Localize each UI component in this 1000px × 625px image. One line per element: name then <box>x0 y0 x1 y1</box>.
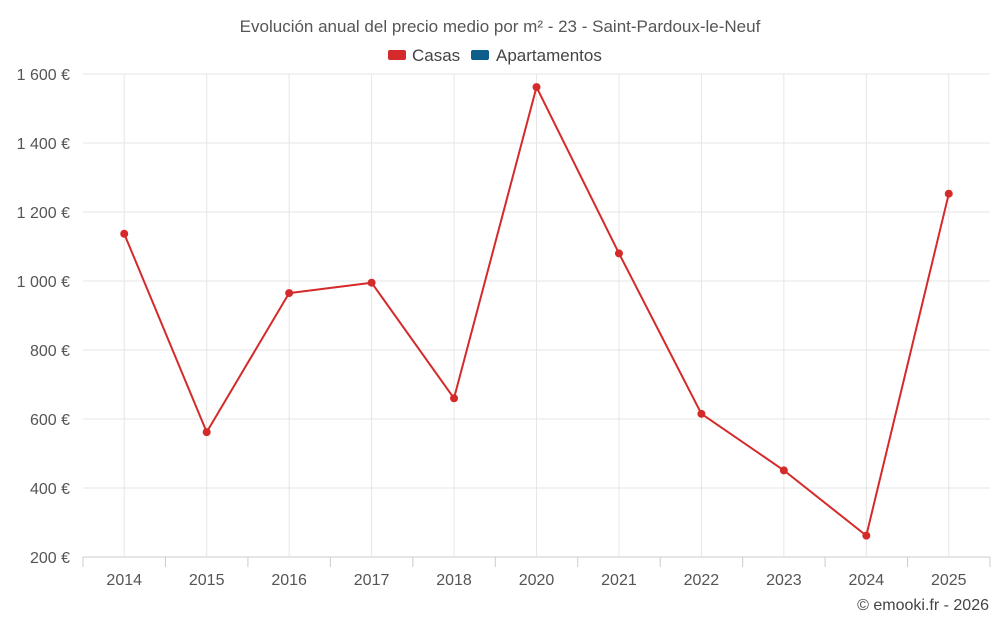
legend-label-casas: Casas <box>412 46 460 65</box>
legend: Casas Apartamentos <box>388 46 602 65</box>
data-point-casas-2016[interactable] <box>285 289 294 298</box>
x-tick-label: 2015 <box>189 572 225 589</box>
credit-text: © emooki.fr - 2026 <box>857 597 989 614</box>
x-tick-label: 2020 <box>519 572 555 589</box>
y-tick-label: 1 600 € <box>17 67 70 84</box>
data-point-casas-2024[interactable] <box>862 531 871 540</box>
data-point-casas-2023[interactable] <box>779 466 788 475</box>
data-point-casas-2020[interactable] <box>532 83 541 92</box>
legend-item-casas[interactable]: Casas <box>388 46 460 65</box>
legend-swatch-casas <box>388 50 406 60</box>
data-point-casas-2018[interactable] <box>450 394 459 403</box>
y-tick-label: 1 400 € <box>17 136 70 153</box>
x-tick-label: 2018 <box>436 572 472 589</box>
y-tick-label: 1 200 € <box>17 205 70 222</box>
y-tick-label: 400 € <box>30 481 70 498</box>
data-point-casas-2014[interactable] <box>120 229 129 238</box>
y-axis: 200 € 400 € 600 € 800 € 1 000 € 1 200 € 1 400 … <box>17 67 70 567</box>
legend-item-apartamentos[interactable]: Apartamentos <box>471 46 602 65</box>
x-tick-label: 2021 <box>601 572 637 589</box>
x-tick-label: 2017 <box>354 572 390 589</box>
x-tick-label: 2014 <box>106 572 142 589</box>
x-tick-label: 2023 <box>766 572 802 589</box>
y-tick-label: 800 € <box>30 343 70 360</box>
legend-label-apartamentos: Apartamentos <box>496 46 602 65</box>
data-point-casas-2025[interactable] <box>944 189 953 198</box>
series-layer <box>120 83 953 540</box>
y-tick-label: 600 € <box>30 412 70 429</box>
x-axis: 2014 2015 2016 2017 2018 2020 2021 2022 2023 2024… <box>82 557 991 589</box>
data-point-casas-2015[interactable] <box>202 428 211 437</box>
data-point-casas-2022[interactable] <box>697 409 706 418</box>
y-tick-label: 200 € <box>30 550 70 567</box>
data-point-casas-2021[interactable] <box>614 249 623 258</box>
x-tick-label: 2024 <box>849 572 885 589</box>
data-point-casas-2017[interactable] <box>367 278 376 287</box>
x-tick-label: 2022 <box>684 572 720 589</box>
x-tick-label: 2025 <box>931 572 967 589</box>
x-tick-label: 2016 <box>271 572 307 589</box>
chart-title: Evolución anual del precio medio por m² … <box>240 17 761 36</box>
legend-swatch-apartamentos <box>471 50 489 60</box>
y-tick-label: 1 000 € <box>17 274 70 291</box>
grid <box>83 73 990 558</box>
